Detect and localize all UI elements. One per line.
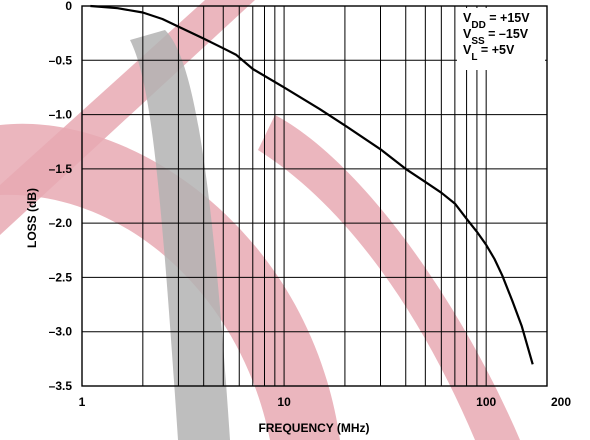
loss-curve-line: [90, 4, 534, 365]
x-tick-label: 10: [277, 395, 291, 409]
plot-frame: [81, 5, 548, 387]
x-axis-title: FREQUENCY (MHz): [258, 421, 369, 435]
y-tick-label: –1.5: [49, 162, 73, 176]
x-tick-label: 100: [476, 395, 496, 409]
y-tick-label: 0: [65, 0, 72, 13]
y-tick-label: –1.0: [49, 108, 73, 122]
y-axis-title: LOSS (dB): [25, 188, 39, 248]
watermark-red-arc: [0, 123, 340, 440]
y-tick-label: –3.0: [49, 325, 73, 339]
y-tick-labels: 0 –0.5 –1.0 –1.5 –2.0 –2.5 –3.0 –3.5: [49, 0, 73, 393]
watermark-gray-band: [130, 30, 230, 440]
watermark-red-diagonal: [0, 0, 255, 235]
y-tick-label: –2.5: [49, 270, 73, 284]
condition-label: VDD = +15V: [463, 11, 530, 31]
condition-label: VL = +5V: [463, 43, 515, 63]
x-tick-label: 1: [79, 395, 86, 409]
watermark-logo: [0, 0, 520, 440]
y-tick-label: –2.0: [49, 216, 73, 230]
condition-label: VSS = –15V: [463, 27, 529, 47]
x-tick-labels: 1 10 100 200: [79, 395, 572, 409]
legend-background: [457, 8, 545, 70]
y-tick-label: –0.5: [49, 53, 73, 67]
x-tick-label: 200: [551, 395, 571, 409]
y-tick-label: –3.5: [49, 379, 73, 393]
